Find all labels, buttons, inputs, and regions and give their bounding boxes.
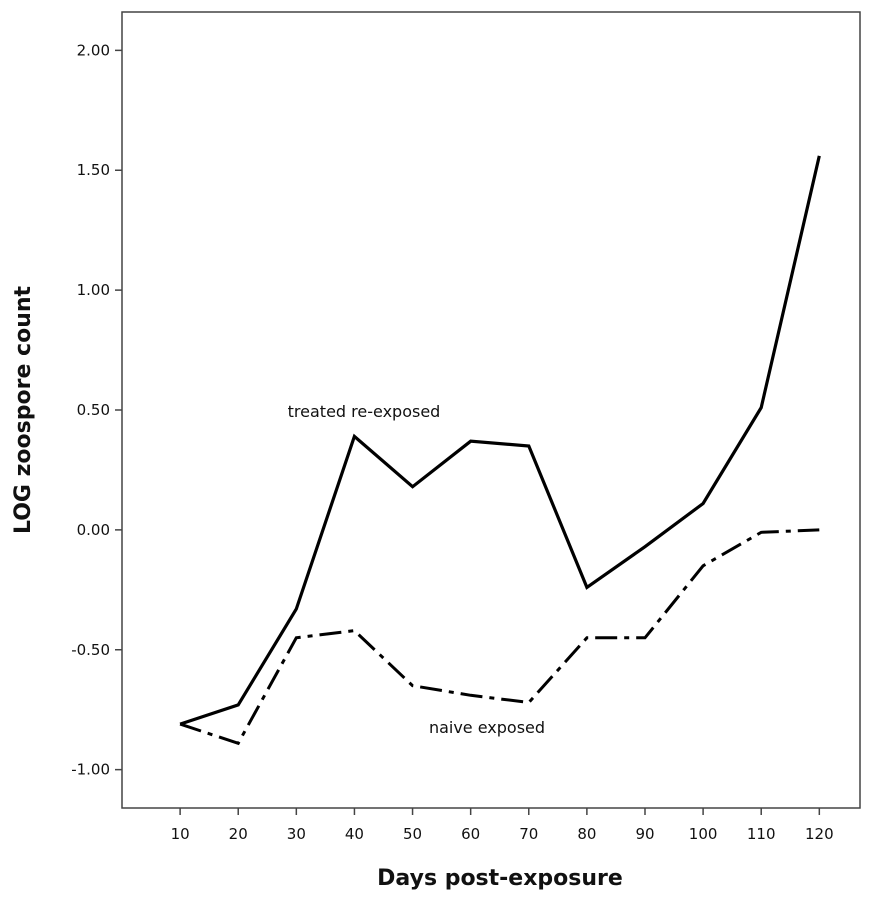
x-tick-label: 30 [287, 825, 306, 843]
y-tick-label: 1.00 [77, 281, 110, 299]
x-tick-label: 20 [229, 825, 248, 843]
x-axis-title: Days post-exposure [377, 866, 623, 891]
x-tick-label: 120 [805, 825, 834, 843]
x-tick-label: 90 [635, 825, 654, 843]
x-tick-label: 70 [519, 825, 538, 843]
y-tick-label: -1.00 [71, 761, 110, 779]
x-tick-label: 60 [461, 825, 480, 843]
y-tick-label: 0.00 [77, 521, 110, 539]
x-tick-label: 40 [345, 825, 364, 843]
x-tick-label: 10 [171, 825, 190, 843]
annotation-naive-exposed: naive exposed [429, 718, 545, 737]
y-axis-title: LOG zoospore count [11, 285, 36, 534]
annotation-treated-re-exposed: treated re-exposed [288, 402, 441, 421]
x-tick-label: 50 [403, 825, 422, 843]
x-tick-label: 80 [577, 825, 596, 843]
y-tick-label: 0.50 [77, 401, 110, 419]
x-tick-label: 110 [747, 825, 776, 843]
x-tick-label: 100 [689, 825, 718, 843]
y-tick-label: 1.50 [77, 161, 110, 179]
y-tick-label: -0.50 [71, 641, 110, 659]
y-tick-label: 2.00 [77, 41, 110, 59]
